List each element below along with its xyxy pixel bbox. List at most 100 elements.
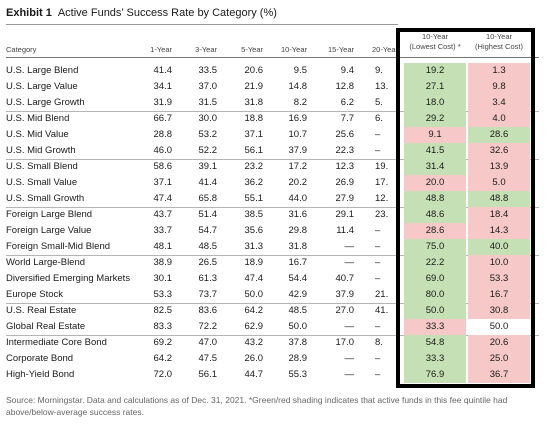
header-20-year: 20-Year [372,45,398,54]
value-cell-y15: 37.9 [335,289,355,300]
value-cell-y20: – [375,129,381,140]
highest-cost-value: 13.9 [489,161,509,172]
value-cell-y5: 43.2 [244,337,264,348]
value-cell-y20: – [375,353,381,364]
lowest-cost-value: 27.1 [425,81,445,92]
value-cell-y20: – [375,241,381,252]
value-cell-y15: — [344,257,355,268]
value-cell-y10: 54.4 [288,273,308,284]
value-cell-y1: 41.4 [153,65,173,76]
value-cell-y15: 17.0 [335,337,355,348]
lowest-cost-shade-cell: 48.8 [404,191,466,207]
category-cell: Diversified Emerging Markets [6,273,131,284]
category-cell: U.S. Small Growth [6,193,85,204]
value-cell-y1: 82.5 [153,305,173,316]
value-cell-y3: 56.1 [198,369,218,380]
header-lowest-cost-1: 10-Year [422,32,448,41]
lowest-cost-shade-cell: 19.2 [404,63,466,79]
value-columns: 66.7 30.0 18.8 16.9 7.7 6. [0,111,398,127]
value-columns: 64.2 47.5 26.0 28.9 — – [0,351,398,367]
highest-cost-shade-cell: 3.4 [468,95,530,111]
value-cell-y3: 41.4 [198,177,218,188]
highest-cost-value: 18.4 [489,209,509,220]
value-cell-y15: 40.7 [335,273,355,284]
value-cell-y15: 12.3 [335,161,355,172]
highest-cost-shade-cell: 20.6 [468,335,530,351]
value-cell-y1: 31.9 [153,97,173,108]
highest-cost-value: 30.8 [489,305,509,316]
value-cell-y15: 27.9 [335,193,355,204]
lowest-cost-value: 50.0 [425,305,445,316]
highest-cost-value: 50.0 [489,321,509,332]
category-cell: Corporate Bond [6,353,74,364]
value-cell-y15: — [344,369,355,380]
highest-cost-value: 1.3 [492,65,506,76]
category-cell: World Large-Blend [6,257,86,268]
lowest-cost-value: 48.6 [425,209,445,220]
value-cell-y20: 12. [375,193,389,204]
highest-cost-value: 3.4 [492,97,506,108]
exhibit-label: Exhibit 1 [6,7,52,19]
value-cell-y10: 16.7 [288,257,308,268]
value-cell-y3: 33.5 [198,65,218,76]
value-columns: 48.1 48.5 31.3 31.8 — – [0,239,398,255]
value-columns: 34.1 37.0 21.9 14.8 12.8 13. [0,79,398,95]
highest-cost-value: 9.8 [492,81,506,92]
table-row: U.S. Small Blend 58.6 39.1 23.2 17.2 12.3 19. 3… [0,159,547,175]
highest-cost-shade-cell: 28.6 [468,127,530,143]
value-cell-y20: – [375,369,381,380]
table-row: High-Yield Bond 72.0 56.1 44.7 55.3 — – 76.9 36.… [0,367,547,383]
lowest-cost-shade-cell: 75.0 [404,239,466,255]
value-cell-y5: 64.2 [244,305,264,316]
table-row: U.S. Large Growth 31.9 31.5 31.8 8.2 6.2 5. 18.… [0,95,547,111]
header-5-year: 5-Year [241,45,263,54]
group-divider [6,255,539,256]
header-10-year: 10-Year [281,45,307,54]
value-cell-y10: 28.9 [288,353,308,364]
value-cell-y5: 47.4 [244,273,264,284]
lowest-cost-value: 54.8 [425,337,445,348]
header-15-year: 15-Year [328,45,354,54]
lowest-cost-shade-cell: 54.8 [404,335,466,351]
value-cell-y1: 69.2 [153,337,173,348]
value-cell-y3: 73.7 [198,289,218,300]
lowest-cost-value: 41.5 [425,145,445,156]
value-cell-y1: 28.8 [153,129,173,140]
highest-cost-value: 25.0 [489,353,509,364]
group-divider [6,111,539,112]
value-cell-y10: 55.3 [288,369,308,380]
header-highest-cost-2: (Highest Cost) [475,42,523,51]
highest-cost-value: 53.3 [489,273,509,284]
value-cell-y10: 14.8 [288,81,308,92]
value-cell-y15: 9.4 [340,65,354,76]
value-cell-y1: 34.1 [153,81,173,92]
value-columns: 47.4 65.8 55.1 44.0 27.9 12. [0,191,398,207]
category-cell: High-Yield Bond [6,369,75,380]
lowest-cost-value: 18.0 [425,97,445,108]
category-cell: Global Real Estate [6,321,86,332]
highest-cost-shade-cell: 36.7 [468,367,530,383]
highest-cost-value: 40.0 [489,241,509,252]
value-cell-y10: 8.2 [293,97,307,108]
value-cell-y5: 23.2 [244,161,264,172]
category-cell: Europe Stock [6,289,64,300]
lowest-cost-value: 9.1 [428,129,442,140]
table-row: U.S. Small Growth 47.4 65.8 55.1 44.0 27.9 12.… [0,191,547,207]
value-cell-y20: 21. [375,289,389,300]
value-cell-y5: 35.6 [244,225,264,236]
value-cell-y20: – [375,145,381,156]
table-row: U.S. Large Value 34.1 37.0 21.9 14.8 12.8 13. 2… [0,79,547,95]
value-columns: 31.9 31.5 31.8 8.2 6.2 5. [0,95,398,111]
category-cell: Intermediate Core Bond [6,337,107,348]
category-cell: U.S. Small Value [6,177,78,188]
table-row: Diversified Emerging Markets 30.1 61.3 47.4… [0,271,547,287]
table-row: Foreign Large Blend 43.7 51.4 38.5 31.6 29.1 2… [0,207,547,223]
highest-cost-shade-cell: 10.0 [468,255,530,271]
highest-cost-value: 14.3 [489,225,509,236]
value-cell-y20: 6. [375,113,383,124]
lowest-cost-shade-cell: 28.6 [404,223,466,239]
value-cell-y3: 53.2 [198,129,218,140]
value-cell-y1: 66.7 [153,113,173,124]
lowest-cost-shade-cell: 41.5 [404,143,466,159]
value-cell-y1: 72.0 [153,369,173,380]
